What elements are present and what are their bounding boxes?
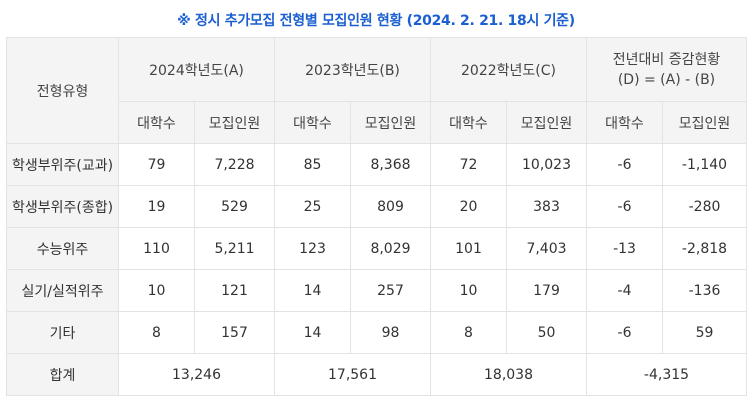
table-cell: 383 <box>506 185 587 228</box>
table-cell: 10,023 <box>506 143 587 186</box>
header-row-years: 전형유형 2024학년도(A) 2023학년도(B) 2022학년도(C) 전년… <box>6 37 747 144</box>
table-cell: 25 <box>274 185 351 228</box>
table-cell: -136 <box>662 269 747 312</box>
year-header-2023: 2023학년도(B) <box>274 37 431 102</box>
table-cell: 50 <box>506 311 587 354</box>
type-header: 전형유형 <box>6 37 119 144</box>
table-cell: 157 <box>194 311 275 354</box>
table-cell: -1,140 <box>662 143 747 186</box>
table-cell: -4 <box>586 269 663 312</box>
table-cell: 7,228 <box>194 143 275 186</box>
diff-header-line1: 전년대비 증감현황 <box>612 51 721 68</box>
total-2024: 13,246 <box>118 353 275 396</box>
table-cell: 72 <box>430 143 507 186</box>
table-cell: 85 <box>274 143 351 186</box>
table-cell: 121 <box>194 269 275 312</box>
table-cell: 79 <box>118 143 195 186</box>
table-cell: -6 <box>586 311 663 354</box>
row-label: 학생부위주(교과) <box>6 143 119 186</box>
total-2023: 17,561 <box>274 353 431 396</box>
table-cell: -6 <box>586 143 663 186</box>
table-cell: -13 <box>586 227 663 270</box>
year-header-2022: 2022학년도(C) <box>430 37 587 102</box>
table-cell: 529 <box>194 185 275 228</box>
table-cell: 20 <box>430 185 507 228</box>
table-row: 기타 8 157 14 98 8 50 -6 59 <box>6 311 747 354</box>
sub-header-recruit: 모집인원 <box>662 101 747 144</box>
table-cell: 123 <box>274 227 351 270</box>
table-cell: 809 <box>350 185 431 228</box>
table-row: 실기/실적위주 10 121 14 257 10 179 -4 -136 <box>6 269 747 312</box>
table-row: 학생부위주(교과) 79 7,228 85 8,368 72 10,023 -6… <box>6 143 747 186</box>
row-label: 학생부위주(종합) <box>6 185 119 228</box>
total-row: 합계 13,246 17,561 18,038 -4,315 <box>6 353 747 396</box>
sub-header-recruit: 모집인원 <box>350 101 431 144</box>
year-header-2024: 2024학년도(A) <box>118 37 275 102</box>
recruitment-table: 전형유형 2024학년도(A) 2023학년도(B) 2022학년도(C) 전년… <box>6 37 747 396</box>
header-row-subcolumns: 대학수 모집인원 대학수 모집인원 대학수 모집인원 대학수 모집인원 <box>7 101 747 144</box>
total-label: 합계 <box>6 353 119 396</box>
table-cell: 8 <box>118 311 195 354</box>
diff-header-line2: (D) = (A) - (B) <box>617 71 716 88</box>
table-cell: -2,818 <box>662 227 747 270</box>
table-cell: 110 <box>118 227 195 270</box>
table-row: 수능위주 110 5,211 123 8,029 101 7,403 -13 -… <box>6 227 747 270</box>
table-cell: 10 <box>118 269 195 312</box>
row-label: 실기/실적위주 <box>6 269 119 312</box>
table-cell: 257 <box>350 269 431 312</box>
table-row: 학생부위주(종합) 19 529 25 809 20 383 -6 -280 <box>6 185 747 228</box>
table-cell: 7,403 <box>506 227 587 270</box>
table-cell: 5,211 <box>194 227 275 270</box>
sub-header-univ: 대학수 <box>274 101 351 144</box>
table-cell: 8,029 <box>350 227 431 270</box>
sub-header-univ: 대학수 <box>118 101 195 144</box>
table-cell: 98 <box>350 311 431 354</box>
table-cell: 8,368 <box>350 143 431 186</box>
table-cell: 8 <box>430 311 507 354</box>
table-cell: 179 <box>506 269 587 312</box>
table-cell: 14 <box>274 311 351 354</box>
table-cell: 59 <box>662 311 747 354</box>
sub-header-univ: 대학수 <box>430 101 507 144</box>
total-2022: 18,038 <box>430 353 587 396</box>
table-cell: 19 <box>118 185 195 228</box>
table-cell: 101 <box>430 227 507 270</box>
table-cell: -280 <box>662 185 747 228</box>
diff-header: 전년대비 증감현황 (D) = (A) - (B) <box>586 37 747 102</box>
sub-header-recruit: 모집인원 <box>194 101 275 144</box>
total-diff: -4,315 <box>586 353 747 396</box>
table-title: ※ 정시 추가모집 전형별 모집인원 현황 (2024. 2. 21. 18시 … <box>177 13 575 29</box>
sub-header-recruit: 모집인원 <box>506 101 587 144</box>
sub-header-univ: 대학수 <box>586 101 663 144</box>
row-label: 기타 <box>6 311 119 354</box>
table-cell: 10 <box>430 269 507 312</box>
table-cell: -6 <box>586 185 663 228</box>
table-cell: 14 <box>274 269 351 312</box>
row-label: 수능위주 <box>6 227 119 270</box>
